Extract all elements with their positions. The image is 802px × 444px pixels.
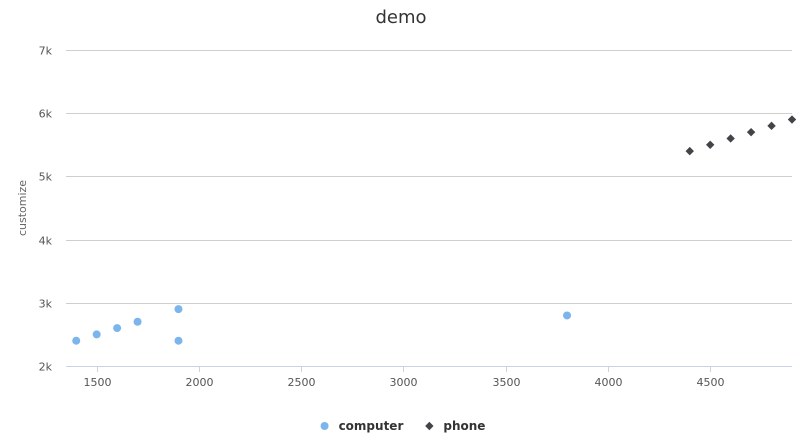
legend-label-computer: computer <box>339 419 404 433</box>
computer-data-point <box>563 311 572 320</box>
legend-item-phone[interactable]: phone <box>425 419 485 433</box>
x-tick-label: 2000 <box>186 376 214 389</box>
x-tick-label: 4500 <box>697 376 725 389</box>
legend-marker-computer <box>320 422 329 430</box>
computer-data-point <box>174 336 183 345</box>
computer-data-point <box>92 330 101 339</box>
x-tick-label: 3500 <box>493 376 521 389</box>
y-tick-label: 7k <box>39 45 53 58</box>
y-tick-label: 3k <box>39 298 53 311</box>
y-axis-ticks: 2k 3k 4k 5k 6k 7k <box>39 45 53 374</box>
phone-data-point <box>767 121 776 131</box>
computer-data-point <box>113 324 122 333</box>
phone-data-point <box>746 127 756 137</box>
legend-label-phone: phone <box>443 419 485 433</box>
series-computer <box>72 305 572 345</box>
gridlines <box>66 50 792 304</box>
x-axis: 1500 2000 2500 3000 3500 4000 4500 <box>66 366 792 389</box>
legend-marker-phone <box>425 421 434 431</box>
chart-title: demo <box>375 7 426 28</box>
computer-data-point <box>133 317 142 326</box>
x-tick-label: 4000 <box>595 376 623 389</box>
legend[interactable]: computer phone <box>320 419 486 433</box>
y-tick-label: 6k <box>39 108 53 121</box>
phone-data-point <box>705 140 715 149</box>
y-tick-label: 5k <box>39 171 53 184</box>
legend-item-computer[interactable]: computer <box>320 419 404 433</box>
x-tick-label: 2500 <box>288 376 316 389</box>
phone-data-point <box>726 134 735 143</box>
computer-data-point <box>72 336 81 345</box>
x-tick-label: 3000 <box>390 376 418 389</box>
series-phone <box>685 115 797 156</box>
y-axis-title: customize <box>16 180 29 236</box>
y-tick-label: 4k <box>39 235 53 248</box>
y-tick-label: 2k <box>39 361 53 374</box>
phone-data-point <box>787 115 797 124</box>
phone-data-point <box>685 146 694 156</box>
data-points <box>72 115 797 345</box>
x-tick-label: 1500 <box>84 376 112 389</box>
computer-data-point <box>174 305 183 314</box>
